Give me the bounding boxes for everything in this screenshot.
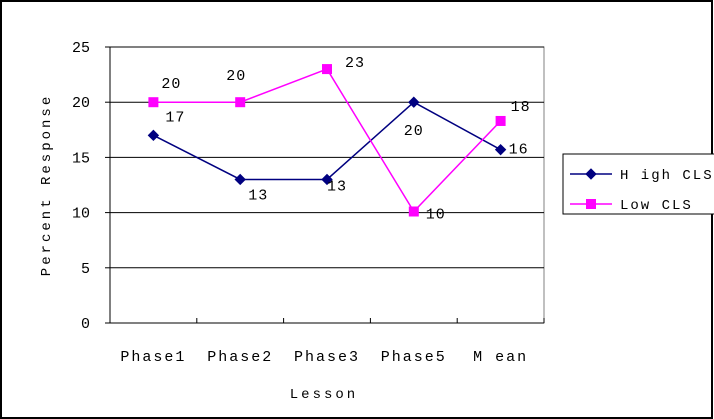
series-1-point-1 [147,129,160,142]
series-2-label-1: 20 [161,76,181,93]
axes [105,46,545,324]
x-tick-label-5: M ean [473,349,528,366]
series-1-label-5: 16 [509,142,529,159]
series-2-label-3: 23 [345,55,365,72]
y-tick-label-15: 15 [72,150,90,167]
legend-marker-1 [585,168,597,180]
series-1-label-1: 17 [165,109,185,126]
series-2-point-3 [322,64,332,75]
series-2-label-5: 18 [511,99,531,116]
legend: H igh CLS Low CLS [562,153,714,215]
series-1-point-2 [234,173,246,186]
x-tick-label-1: Phase1 [120,349,186,366]
y-tick-label-20: 20 [72,95,90,112]
y-tick-labels: 0 5 10 15 20 25 [72,40,90,333]
series-1-label-2: 13 [248,187,268,204]
x-tick-label-4: Phase5 [381,349,447,366]
legend-label-1: H igh CLS [620,168,714,184]
y-tick-label-25: 25 [72,40,90,57]
series-1-point-5 [494,143,507,156]
series-1-point-3 [321,173,333,186]
y-axis-title: Percent Response [39,94,55,276]
x-tick-label-2: Phase2 [207,349,273,366]
y-tick-label-10: 10 [72,206,90,223]
y-tick-label-5: 5 [81,261,90,278]
data-labels: 17 13 13 20 16 20 20 23 10 18 [161,55,531,223]
series-1-label-3: 13 [327,178,347,195]
series-2-label-4: 10 [426,206,446,223]
series-2-point-4 [408,206,419,217]
series-2-point-1 [148,97,159,108]
series-2-point-2 [235,97,246,108]
x-tick-label-3: Phase3 [294,349,360,366]
legend-label-2: Low CLS [620,198,693,214]
y-tick-label-0: 0 [81,316,90,333]
series-1-point-4 [408,96,420,108]
x-tick-labels: Phase1 Phase2 Phase3 Phase5 M ean [120,349,528,366]
series-2-point-5 [495,115,506,126]
x-axis-title: Lesson [290,387,358,403]
series-group [147,64,507,217]
series-2-label-2: 20 [226,68,246,85]
legend-marker-2 [586,199,596,209]
series-1-label-4: 20 [404,123,424,140]
